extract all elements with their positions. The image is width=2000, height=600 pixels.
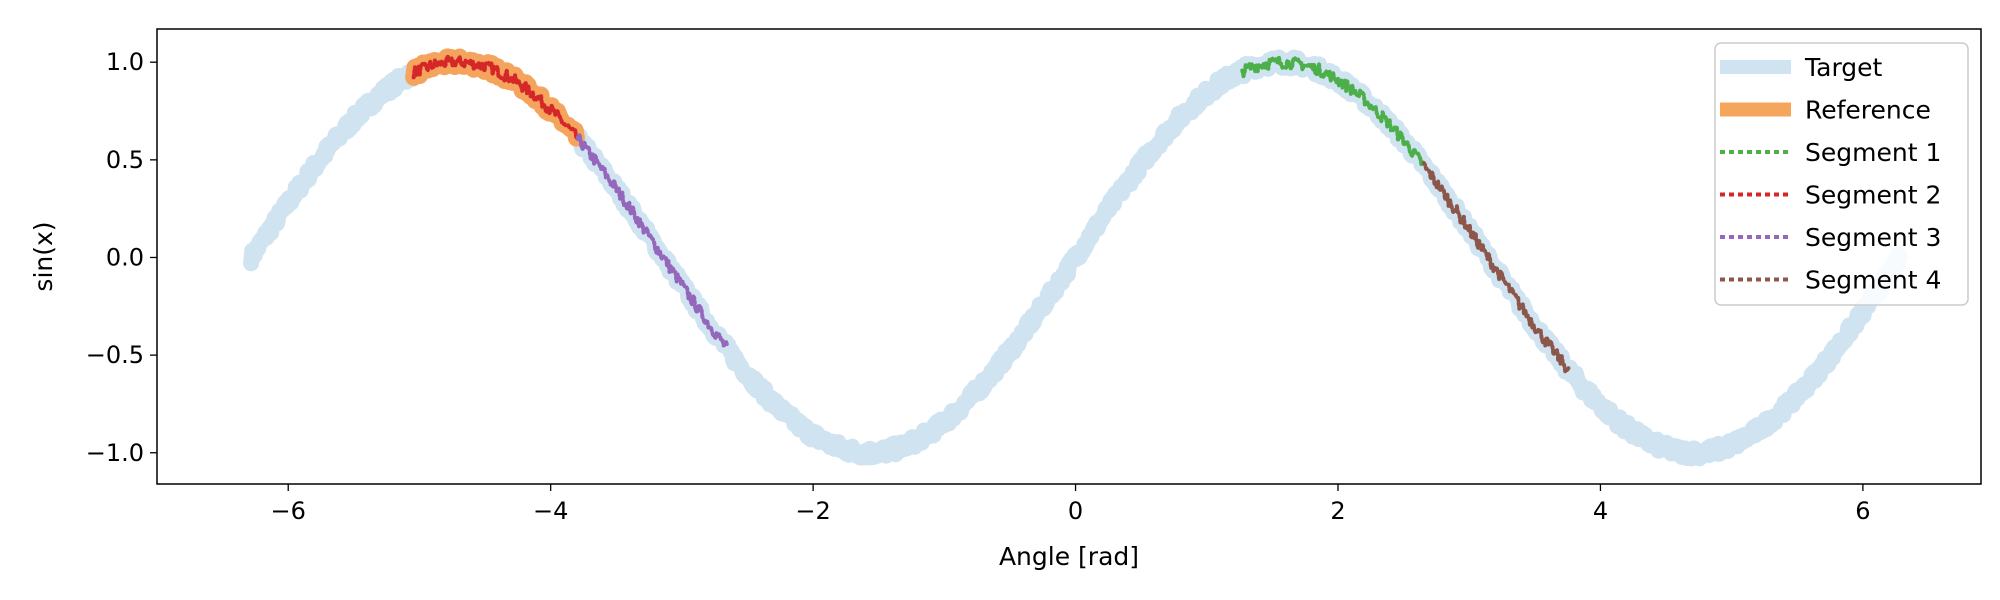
legend-label: Segment 2 [1805,181,1941,210]
series-line-4 [575,132,730,348]
y-tick-label: 0.5 [106,146,144,174]
x-axis: −6 −4 −2 0 2 4 6 [271,484,1871,525]
x-tick-label: 6 [1855,497,1870,525]
legend-label: Segment 4 [1805,266,1941,295]
x-tick-label: 0 [1068,497,1083,525]
y-axis: −1.0 −0.5 0.0 0.5 1.0 [86,48,157,467]
x-tick-label: −2 [795,497,830,525]
series-layer [243,48,1909,467]
series-line-5 [1421,161,1572,374]
series-line-0 [243,48,1909,467]
y-tick-label: 1.0 [106,48,144,76]
x-tick-label: 4 [1593,497,1608,525]
y-tick-label: −0.5 [86,341,144,369]
y-axis-title: sin(x) [29,221,58,291]
legend-label: Target [1804,53,1883,82]
series-line-2 [1240,55,1425,167]
legend-label: Segment 1 [1805,138,1941,167]
y-tick-label: 0.0 [106,243,144,271]
series-line-3 [411,54,579,141]
x-axis-title: Angle [rad] [999,542,1139,571]
y-tick-label: −1.0 [86,439,144,467]
legend-label: Reference [1805,96,1931,125]
legend-label: Segment 3 [1805,223,1941,252]
plot-frame [156,28,1982,485]
x-tick-label: −4 [533,497,568,525]
x-tick-label: 2 [1330,497,1345,525]
legend: Target Reference Segment 1 Segment 2 Segment… [1714,42,1969,306]
x-tick-label: −6 [271,497,306,525]
